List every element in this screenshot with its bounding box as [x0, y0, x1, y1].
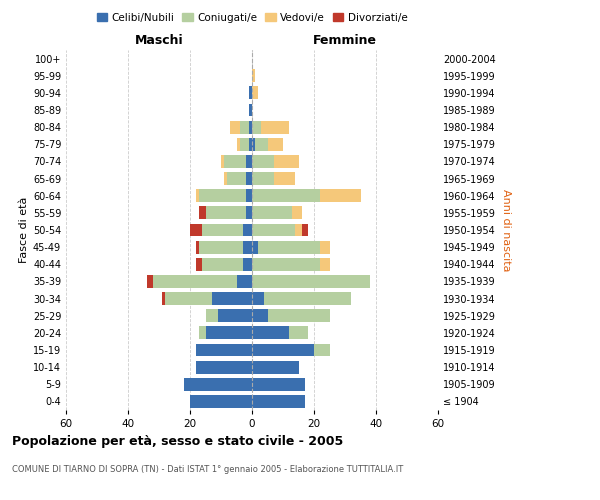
Bar — [252, 138, 255, 150]
Bar — [252, 258, 320, 270]
Bar — [252, 275, 370, 288]
Bar — [320, 258, 329, 270]
Bar — [202, 258, 242, 270]
Bar — [199, 190, 246, 202]
Bar — [246, 206, 252, 220]
Bar — [205, 206, 246, 220]
Bar — [252, 172, 274, 185]
Bar — [199, 240, 242, 254]
Bar — [252, 360, 299, 374]
Bar — [246, 190, 252, 202]
Bar — [246, 155, 252, 168]
Bar — [252, 344, 314, 356]
Bar — [265, 292, 351, 305]
Bar — [252, 378, 305, 390]
Bar — [165, 292, 212, 305]
Bar — [268, 310, 329, 322]
Bar — [252, 395, 305, 408]
Bar — [239, 138, 249, 150]
Bar — [242, 224, 252, 236]
Bar — [314, 344, 329, 356]
Bar — [258, 240, 320, 254]
Bar — [274, 172, 295, 185]
Bar — [236, 138, 239, 150]
Bar — [252, 224, 295, 236]
Bar — [224, 155, 246, 168]
Bar — [190, 395, 252, 408]
Bar — [196, 344, 252, 356]
Text: COMUNE DI TIARNO DI SOPRA (TN) - Dati ISTAT 1° gennaio 2005 - Elaborazione TUTTI: COMUNE DI TIARNO DI SOPRA (TN) - Dati IS… — [12, 465, 403, 474]
Y-axis label: Fasce di età: Fasce di età — [19, 197, 29, 263]
Bar — [236, 275, 252, 288]
Bar — [249, 104, 252, 117]
Bar — [255, 138, 268, 150]
Bar — [252, 120, 262, 134]
Bar — [268, 138, 283, 150]
Legend: Celibi/Nubili, Coniugati/e, Vedovi/e, Divorziati/e: Celibi/Nubili, Coniugati/e, Vedovi/e, Di… — [92, 8, 412, 26]
Bar — [202, 224, 242, 236]
Bar — [221, 155, 224, 168]
Bar — [205, 326, 252, 340]
Bar — [289, 326, 308, 340]
Text: Femmine: Femmine — [313, 34, 377, 48]
Bar — [239, 120, 249, 134]
Bar — [196, 360, 252, 374]
Bar — [252, 190, 320, 202]
Bar — [162, 292, 165, 305]
Bar — [252, 292, 265, 305]
Bar — [262, 120, 289, 134]
Bar — [249, 120, 252, 134]
Bar — [252, 70, 255, 82]
Bar — [153, 275, 236, 288]
Bar — [199, 206, 205, 220]
Bar — [146, 275, 153, 288]
Bar — [302, 224, 308, 236]
Bar — [320, 190, 361, 202]
Text: Maschi: Maschi — [134, 34, 184, 48]
Bar — [218, 310, 252, 322]
Bar — [252, 86, 258, 100]
Bar — [184, 378, 252, 390]
Bar — [242, 258, 252, 270]
Bar — [252, 155, 274, 168]
Text: Popolazione per età, sesso e stato civile - 2005: Popolazione per età, sesso e stato civil… — [12, 435, 343, 448]
Bar — [249, 138, 252, 150]
Bar — [249, 86, 252, 100]
Bar — [196, 258, 202, 270]
Bar — [292, 206, 302, 220]
Bar — [205, 310, 218, 322]
Bar — [224, 172, 227, 185]
Bar — [252, 310, 268, 322]
Bar — [190, 224, 202, 236]
Bar — [212, 292, 252, 305]
Bar — [252, 326, 289, 340]
Bar — [320, 240, 329, 254]
Bar — [274, 155, 299, 168]
Bar — [295, 224, 302, 236]
Bar — [196, 190, 199, 202]
Bar — [246, 172, 252, 185]
Bar — [199, 326, 205, 340]
Bar — [227, 172, 246, 185]
Bar — [196, 240, 199, 254]
Bar — [242, 240, 252, 254]
Y-axis label: Anni di nascita: Anni di nascita — [501, 188, 511, 271]
Bar — [252, 206, 292, 220]
Bar — [252, 240, 258, 254]
Bar — [230, 120, 239, 134]
